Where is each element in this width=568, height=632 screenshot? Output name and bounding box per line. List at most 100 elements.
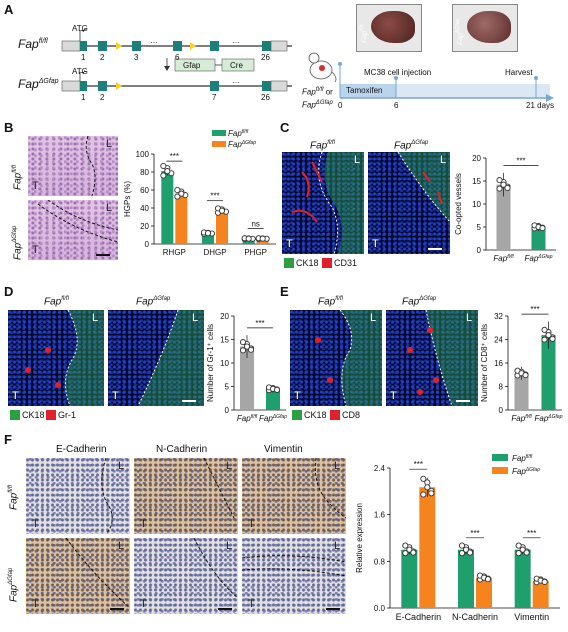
- timeline-tamoxifen-label: Tamoxifen: [346, 86, 383, 95]
- sig-label: ***: [170, 152, 179, 161]
- y-tick-label: 0: [145, 240, 150, 249]
- x-tick-label: N-Cadherin: [452, 612, 498, 622]
- y-tick-label: 0.8: [374, 557, 386, 566]
- data-point: [247, 346, 255, 353]
- legend-swatch: [492, 467, 508, 474]
- sig-label: ***: [527, 529, 536, 538]
- data-point: [428, 490, 435, 497]
- legend-swatch-red: [46, 410, 56, 420]
- legend-swatch-red: [330, 410, 340, 420]
- he-image-dgfap: L T: [28, 200, 118, 260]
- x-tick-label: RHGP: [163, 248, 186, 257]
- y-tick-label: 20: [472, 154, 481, 163]
- data-point: [402, 550, 409, 557]
- cre-label: Cre: [230, 61, 243, 70]
- loxp-2-top: [190, 42, 196, 50]
- legend-label-ck18: CK18: [304, 410, 327, 420]
- exon-label: 6: [175, 53, 180, 62]
- data-point: [541, 578, 548, 586]
- ihc-image-vim-dgfap: L T: [242, 538, 346, 614]
- y-axis-label: Number of CD8⁺ cells: [480, 324, 489, 402]
- y-tick-label: 60: [140, 186, 149, 195]
- panel-label-c: C: [280, 120, 290, 135]
- row-label-dgfap: FapΔGfap: [12, 225, 24, 260]
- timeline-tick: 6: [394, 101, 399, 110]
- if-image-c-dgfap: L T: [368, 152, 450, 254]
- exon-label: 3: [134, 53, 139, 62]
- exon-label: 7: [212, 93, 217, 102]
- legend-label-ck18: CK18: [22, 410, 45, 420]
- data-point: [410, 549, 417, 556]
- chart-gr1-cells: 0 5 10 15 20 Number of Gr-1⁺ cells Fapfl/fl Fap…: [206, 312, 287, 423]
- data-point: [259, 235, 266, 242]
- sig-label: ***: [470, 529, 479, 538]
- exon-26-top: [262, 41, 271, 51]
- data-point: [541, 326, 548, 333]
- data-point: [523, 549, 530, 556]
- y-tick-label: 2.4: [374, 464, 386, 473]
- sig-label: ns: [251, 220, 259, 229]
- liver-photo-dgfap: FapΔGfap: [452, 4, 518, 52]
- panel-label-e: E: [280, 284, 289, 299]
- col-label-dgfap: FapΔGfap: [402, 296, 437, 308]
- timeline-tick: 21 days: [526, 101, 555, 110]
- chart-hgps: 0 20 40 60 80 100 HGPs (%) RHGP *** DHGP *** PHGP ns…: [123, 129, 276, 257]
- bar: [240, 346, 254, 410]
- legend-label: Fapfl/fl: [228, 129, 249, 138]
- if-image-e-dgfap: L T: [386, 310, 478, 406]
- legend-swatch: [212, 130, 226, 136]
- bar: [216, 210, 228, 244]
- y-tick-label: 8: [499, 383, 504, 392]
- timeline-diagram: [338, 62, 554, 102]
- utr-box-top: [61, 40, 81, 52]
- x-tick-label: Fapfl/fl: [237, 414, 258, 423]
- data-point: [402, 542, 409, 549]
- data-point: [406, 546, 413, 553]
- ihc-image-ncad-flfl: L T: [134, 458, 238, 534]
- bar: [514, 373, 529, 410]
- data-point: [504, 184, 511, 191]
- if-image-d-flfl: L T: [8, 310, 104, 406]
- x-tick-label: FapΔGfap: [259, 414, 287, 423]
- legend-swatch: [212, 141, 226, 147]
- y-tick-label: 10: [220, 359, 229, 368]
- y-axis-label: Number of Gr-1⁺ cells: [206, 324, 215, 402]
- exon-label: 1: [81, 53, 86, 62]
- data-point: [541, 336, 548, 343]
- loxp-bottom: [116, 82, 122, 90]
- chart-relative-expression: 0.0 0.8 1.6 2.4 Relative expression E-Cadheri…: [355, 454, 560, 622]
- if-image-c-flfl: L T: [282, 152, 364, 254]
- y-tick-label: 16: [494, 359, 503, 368]
- x-tick-label: Vimentin: [514, 612, 549, 622]
- col-label-flfl: Fapfl/fl: [318, 296, 343, 308]
- data-point: [462, 546, 470, 553]
- data-point: [424, 484, 431, 491]
- timeline-tick: 0: [338, 101, 343, 110]
- atg-label-bottom: ATG: [72, 67, 88, 76]
- ellipsis: ···: [232, 78, 240, 87]
- legend-label: FapΔGfap: [228, 140, 256, 149]
- y-tick-label: 20: [220, 312, 229, 321]
- exon-label: 26: [261, 53, 270, 62]
- exon-label: 2: [100, 53, 105, 62]
- data-point: [239, 347, 247, 354]
- chart-cd8-cells: 0 8 16 24 32 Number of CD8⁺ cells Fapfl/fl FapΔ…: [480, 305, 563, 423]
- atg-label-top: ATG: [72, 24, 88, 33]
- data-point: [458, 550, 466, 557]
- y-tick-label: 10: [472, 200, 481, 209]
- bar: [266, 388, 280, 410]
- data-point: [500, 181, 507, 188]
- col-label-dgfap: FapΔGfap: [394, 140, 429, 152]
- legend-swatch-green: [10, 410, 20, 420]
- exon-3-top: [132, 41, 141, 51]
- y-tick-label: 100: [136, 150, 150, 159]
- y-tick-label: 0.0: [374, 604, 386, 613]
- legend-label: Fapfl/fl: [512, 454, 533, 463]
- data-point: [466, 549, 474, 556]
- legend-label: FapΔGfap: [512, 467, 540, 476]
- data-point: [515, 550, 522, 557]
- data-point: [420, 491, 427, 498]
- legend-swatch-green: [284, 258, 294, 268]
- bar: [419, 487, 436, 608]
- data-point: [160, 162, 167, 170]
